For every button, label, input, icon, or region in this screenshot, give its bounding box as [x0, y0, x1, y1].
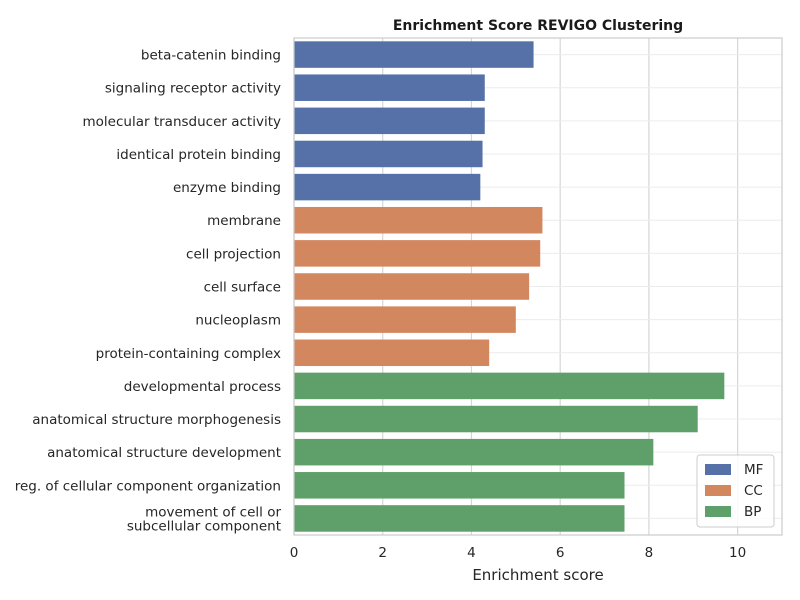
y-tick-label: cell surface — [204, 280, 281, 296]
bar-cc — [294, 240, 541, 267]
bar-bp — [294, 472, 625, 499]
legend-swatch-mf — [705, 464, 731, 475]
bar-mf — [294, 140, 483, 168]
y-tick-label: movement of cell or subcellular component — [127, 504, 282, 534]
chart-title: Enrichment Score REVIGO Clustering — [393, 18, 683, 34]
legend-swatch-bp — [705, 506, 731, 517]
legend: MF CC BP — [696, 454, 775, 528]
y-tick-label: molecular transducer activity — [83, 114, 281, 130]
y-tick-label: developmental process — [124, 379, 281, 395]
x-tick-labels: 0 2 4 6 8 10 — [290, 545, 747, 561]
bar-cc — [294, 339, 490, 367]
legend-label-cc: CC — [744, 483, 763, 499]
x-axis-label: Enrichment score — [472, 566, 603, 584]
bar-bp — [294, 505, 625, 532]
legend-swatch-cc — [705, 485, 731, 496]
x-tick-label: 2 — [378, 545, 387, 561]
bar-cc — [294, 273, 530, 300]
bar-mf — [294, 107, 485, 135]
y-tick-label: membrane — [207, 213, 281, 229]
y-tick-label: beta-catenin binding — [141, 48, 281, 64]
x-tick-label: 4 — [467, 545, 476, 561]
x-tick-label: 10 — [729, 545, 746, 561]
bar-bp — [294, 405, 698, 433]
x-tick-label: 8 — [645, 545, 654, 561]
y-tick-labels: beta-catenin binding signaling receptor a… — [15, 48, 282, 535]
bar-bp — [294, 372, 725, 400]
y-tick-label: protein-containing complex — [96, 346, 281, 362]
x-tick-label: 6 — [556, 545, 565, 561]
y-tick-label: reg. of cellular component organization — [15, 478, 281, 494]
y-tick-label: anatomical structure morphogenesis — [32, 412, 281, 428]
bar-cc — [294, 206, 543, 234]
bar-mf — [294, 173, 481, 201]
legend-label-mf: MF — [744, 462, 763, 478]
y-tick-label: nucleoplasm — [195, 313, 281, 329]
bar-bp — [294, 438, 654, 466]
y-tick-label: anatomical structure development — [47, 445, 281, 461]
bar-mf — [294, 41, 534, 68]
y-tick-label: signaling receptor activity — [105, 81, 281, 97]
bar-layer — [294, 41, 725, 532]
y-tick-label: cell projection — [186, 246, 281, 262]
bar-cc — [294, 306, 516, 333]
bar-mf — [294, 74, 485, 101]
legend-label-bp: BP — [744, 504, 761, 520]
plot-frame — [293, 37, 783, 536]
y-tick-label: identical protein binding — [116, 147, 281, 163]
y-tick-label: enzyme binding — [173, 180, 281, 196]
x-tick-label: 0 — [290, 545, 299, 561]
